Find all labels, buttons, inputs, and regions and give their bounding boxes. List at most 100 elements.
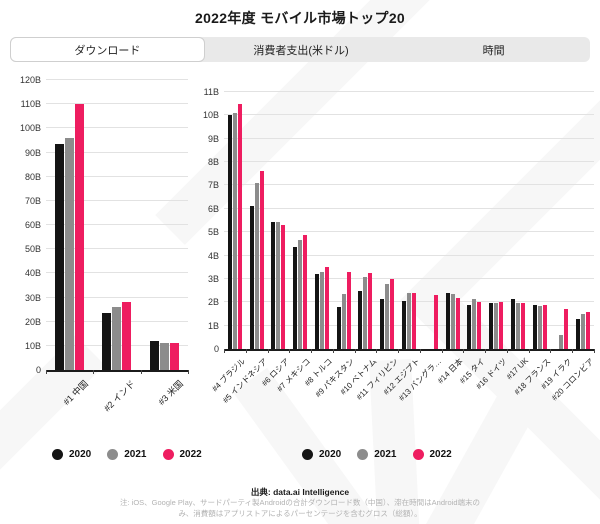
x-axis-tick [289, 349, 291, 353]
bar-chart-4-20: 0 1B 2B 3B 4B 5B 6B 7B 8B 9B 10B 11B #4 ブラジル #5 インドネシ… [194, 66, 598, 436]
legend-dot-2021 [357, 449, 369, 460]
x-category-label-text: #1 中国 [61, 378, 90, 408]
gridline [46, 79, 188, 80]
bar-2022 [303, 234, 308, 349]
bar-2021 [298, 240, 303, 349]
bar-group [224, 92, 246, 349]
gridline [46, 103, 188, 105]
tab-bar: ダウンロード 消費者支出(米ドル) 時間 [10, 37, 590, 62]
y-tick-label: 7B [207, 180, 219, 191]
downloads-chart-4-20: 0 1B 2B 3B 4B 5B 6B 7B 8B 9B 10B 11B #4 ブラジル #5 インドネシ… [194, 66, 598, 436]
legend-right: 2020 2021 2022 [302, 449, 452, 460]
bar-2021 [559, 334, 564, 349]
bar-2022 [586, 311, 591, 349]
legend-dot-2020 [52, 449, 63, 460]
gridline [46, 248, 188, 250]
y-tick-label: 60B [24, 220, 41, 230]
legend-item-2020: 2020 [52, 449, 91, 460]
x-axis-tick [93, 370, 95, 374]
y-tick-label: 40B [24, 268, 41, 279]
bar-2021 [515, 303, 520, 349]
y-tick-label: 120B [19, 75, 41, 85]
legend-label-2021: 2021 [374, 449, 397, 460]
legend-dot-2022 [162, 449, 174, 460]
x-axis-tick [594, 349, 595, 353]
bar-chart-top3: 0 10B 20B 30B 40B 50B 60B 70B 80B 90B 100B 110B 120B… [2, 66, 194, 436]
gridline [46, 175, 188, 177]
bar-2020 [102, 313, 112, 370]
gridline [46, 272, 188, 274]
y-tick-label: 1B [207, 320, 219, 331]
x-axis-tick [398, 349, 400, 353]
y-tick-label: 70B [24, 195, 41, 206]
y-tick-label: 10B [24, 340, 41, 351]
x-axis-tick [224, 349, 225, 353]
y-tick-label: 2B [207, 297, 219, 308]
bar-2022 [259, 171, 264, 349]
bar-2021 [494, 303, 499, 349]
bar-group [311, 92, 333, 349]
bar-2022 [477, 302, 482, 349]
y-tick-label: 20B [24, 316, 41, 327]
x-axis-tick [46, 370, 47, 374]
bar-groups [46, 80, 188, 370]
legend-dot-2022 [412, 449, 424, 460]
bar-2022 [346, 271, 351, 349]
bar-groups [224, 92, 594, 349]
bar-2022 [412, 292, 416, 349]
bar-2021 [65, 138, 75, 370]
legend-label-2020: 2020 [319, 449, 342, 460]
bar-2020 [489, 303, 494, 349]
bar-group [289, 92, 311, 349]
legend-label-2020: 2020 [69, 449, 92, 460]
x-axis-tick [267, 349, 269, 353]
bar-2021 [385, 283, 390, 349]
legend-label-2022: 2022 [179, 449, 202, 460]
bar-2020 [271, 221, 276, 349]
plot-area-top3: 0 10B 20B 30B 40B 50B 60B 70B 80B 90B 100B 110B 120B… [20, 75, 189, 413]
y-tick-label: 110B [20, 99, 41, 110]
footnote: 注: iOS、Google Play、サードパーティ製Androidの合計ダウン… [0, 497, 600, 520]
x-axis-tick [419, 349, 421, 353]
bar-2022 [499, 302, 504, 349]
y-tick-label: 90B [24, 147, 41, 158]
bar-2020 [149, 341, 159, 370]
bar-group [463, 92, 485, 349]
legend-item-2022: 2022 [412, 449, 452, 460]
x-category-label-text: #3 米国 [155, 378, 185, 408]
bar-2022 [433, 295, 438, 349]
bar-group [268, 92, 290, 349]
bar-2022 [75, 104, 85, 370]
x-axis-tick [245, 349, 247, 353]
bar-2021 [112, 307, 122, 370]
x-category-label-text: #2 インド [102, 378, 138, 414]
tab-consumer-spend[interactable]: 消費者支出(米ドル) [205, 37, 398, 62]
bar-2022 [542, 304, 547, 349]
bar-2022 [169, 343, 179, 370]
bar-group [93, 80, 140, 370]
bar-2020 [227, 115, 232, 349]
bar-2020 [532, 304, 537, 349]
bar-2022 [390, 278, 395, 349]
gridline [46, 151, 188, 153]
bar-2021 [450, 294, 455, 349]
y-tick-label: 10B [202, 110, 219, 121]
x-axis-tick [311, 349, 313, 353]
y-tick-label: 80B [24, 171, 41, 182]
bar-group [550, 92, 572, 349]
bar-group [485, 92, 507, 349]
tab-downloads-label: ダウンロード [74, 44, 141, 57]
y-tick-label: 8B [207, 157, 219, 168]
legend-item-2022: 2022 [162, 449, 202, 460]
bar-group [46, 80, 93, 370]
tab-time[interactable]: 時間 [397, 37, 590, 62]
tab-downloads[interactable]: ダウンロード [10, 37, 205, 62]
bar-2020 [358, 290, 363, 349]
bar-group [529, 92, 551, 349]
x-axis-tick [550, 349, 552, 353]
legend-item-2020: 2020 [302, 449, 341, 460]
bar-2021 [276, 221, 281, 349]
legend-label-2022: 2022 [429, 449, 452, 460]
bar-group [398, 92, 420, 349]
gridline [46, 224, 188, 225]
